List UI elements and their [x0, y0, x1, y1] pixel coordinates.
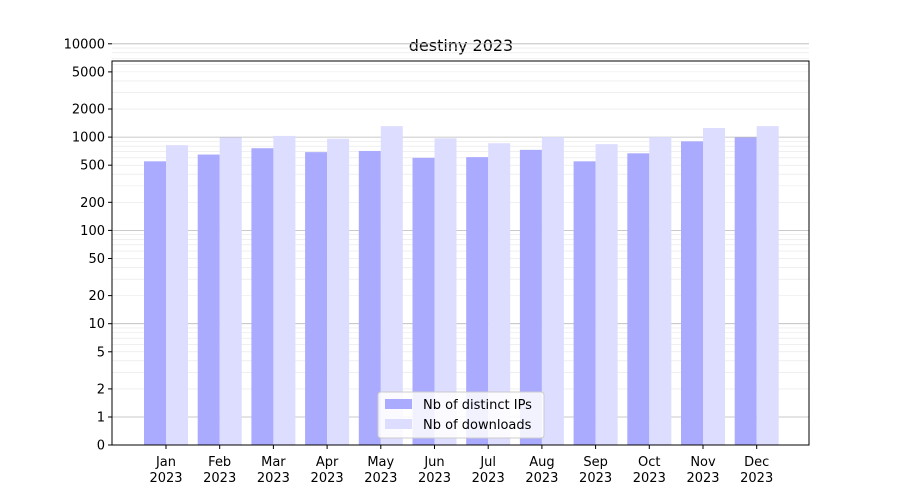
- y-tick-label: 10: [88, 317, 105, 332]
- bar: [251, 148, 274, 445]
- y-tick-label: 10000: [64, 37, 105, 52]
- bar: [144, 161, 166, 445]
- x-tick-label-month: Nov: [690, 455, 716, 470]
- bar: [681, 141, 703, 445]
- x-tick-label-year: 2023: [203, 471, 236, 486]
- bar: [734, 137, 757, 445]
- y-tick-label: 5: [97, 345, 105, 360]
- x-tick-label-month: Feb: [208, 455, 231, 470]
- bar: [166, 145, 188, 445]
- y-tick-label: 2000: [72, 103, 105, 118]
- bar: [595, 144, 618, 446]
- bar: [305, 152, 328, 445]
- bar: [649, 137, 672, 445]
- bar: [434, 138, 457, 445]
- y-tick-label: 0: [97, 439, 105, 454]
- y-tick-label: 50: [88, 252, 105, 267]
- x-tick-label-month: Mar: [261, 455, 286, 470]
- x-tick-label-year: 2023: [311, 471, 344, 486]
- x-tick-label-month: Oct: [638, 455, 660, 470]
- x-tick-label-month: Apr: [316, 455, 339, 470]
- bar: [273, 135, 296, 445]
- x-tick-label-year: 2023: [740, 471, 773, 486]
- legend-swatch: [385, 419, 412, 429]
- legend-box: [377, 391, 545, 439]
- y-tick-label: 20: [88, 289, 105, 304]
- y-tick-label: 1000: [72, 131, 105, 146]
- x-tick-label-year: 2023: [149, 471, 182, 486]
- x-tick-label-month: Aug: [529, 455, 554, 470]
- bar: [327, 138, 350, 445]
- y-tick-label: 100: [80, 224, 105, 239]
- legend-swatch: [385, 399, 412, 409]
- x-tick-label-month: Jul: [479, 455, 496, 470]
- x-axis-ticks: Jan2023Feb2023Mar2023Apr2023May2023Jun20…: [149, 445, 773, 486]
- x-tick-label-month: Jun: [423, 455, 444, 470]
- bar: [541, 137, 564, 445]
- x-tick-label-year: 2023: [686, 471, 719, 486]
- y-tick-label: 5000: [72, 65, 105, 80]
- x-tick-label-year: 2023: [472, 471, 505, 486]
- bar: [466, 157, 489, 445]
- bar: [219, 137, 242, 445]
- bar: [380, 126, 403, 446]
- bar: [573, 161, 596, 445]
- y-axis-ticks: 0 1 2 5 10 20 50 100 200 500 1000 2000 5000 10000: [64, 37, 112, 454]
- bars: [144, 126, 779, 446]
- bar: [756, 126, 779, 446]
- x-tick-label-year: 2023: [579, 471, 612, 486]
- y-tick-label: 1: [97, 411, 105, 426]
- x-tick-label-year: 2023: [525, 471, 558, 486]
- x-tick-label-year: 2023: [418, 471, 451, 486]
- y-tick-label: 500: [80, 159, 105, 174]
- x-tick-label-month: Jan: [155, 455, 176, 470]
- bar: [519, 149, 542, 445]
- y-tick-label: 2: [97, 382, 105, 397]
- x-tick-label-month: May: [367, 455, 394, 470]
- x-tick-label-year: 2023: [364, 471, 397, 486]
- x-tick-label-month: Sep: [583, 455, 608, 470]
- y-tick-label: 200: [80, 196, 105, 211]
- x-tick-label-year: 2023: [257, 471, 290, 486]
- bar: [412, 157, 435, 445]
- bar: [703, 128, 725, 445]
- x-tick-label-month: Dec: [744, 455, 769, 470]
- legend: Nb of distinct IPs Nb of downloads: [377, 391, 545, 439]
- bar: [197, 154, 220, 446]
- x-tick-label-year: 2023: [633, 471, 666, 486]
- legend-label: Nb of downloads: [423, 418, 532, 433]
- chart-title: destiny 2023: [409, 36, 513, 55]
- legend-label: Nb of distinct IPs: [423, 398, 532, 413]
- bar: [358, 150, 381, 445]
- plot-frame: [111, 60, 810, 446]
- bar: [488, 143, 511, 445]
- bar: [627, 153, 650, 446]
